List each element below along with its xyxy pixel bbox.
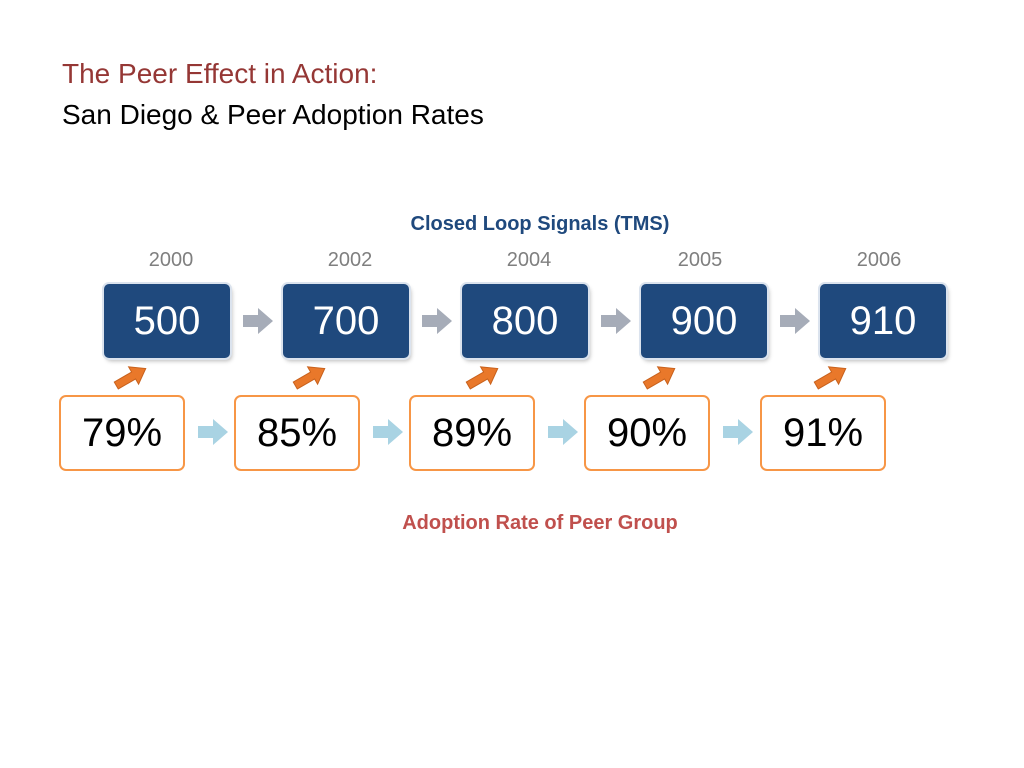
gray-right-arrow-icon xyxy=(780,308,810,334)
signal-count-box: 800 xyxy=(462,284,588,358)
adoption-rate-box: 89% xyxy=(409,395,535,471)
adoption-rate-box: 85% xyxy=(234,395,360,471)
peer-adoption-label: Adoption Rate of Peer Group xyxy=(402,512,678,534)
orange-diagonal-arrow-icon xyxy=(292,366,326,390)
signal-count-box: 900 xyxy=(641,284,767,358)
orange-diagonal-arrow-icon xyxy=(113,366,147,390)
signals-label: Closed Loop Signals (TMS) xyxy=(410,213,670,235)
title-line-1: The Peer Effect in Action: xyxy=(62,58,378,89)
blue-right-arrow-icon xyxy=(723,419,753,445)
year-label: 2006 xyxy=(856,249,902,271)
blue-right-arrow-icon xyxy=(198,419,228,445)
signal-count-box: 910 xyxy=(820,284,946,358)
orange-diagonal-arrow-icon xyxy=(642,366,676,390)
year-label: 2000 xyxy=(148,249,194,271)
title-line-2: San Diego & Peer Adoption Rates xyxy=(62,99,484,130)
gray-right-arrow-icon xyxy=(422,308,452,334)
adoption-rate-box: 79% xyxy=(59,395,185,471)
year-label: 2002 xyxy=(327,249,373,271)
orange-diagonal-arrow-icon xyxy=(813,366,847,390)
gray-right-arrow-icon xyxy=(243,308,273,334)
blue-right-arrow-icon xyxy=(373,419,403,445)
adoption-rate-box: 91% xyxy=(760,395,886,471)
signal-count-box: 700 xyxy=(283,284,409,358)
signal-count-box: 500 xyxy=(104,284,230,358)
orange-diagonal-arrow-icon xyxy=(465,366,499,390)
year-label: 2005 xyxy=(677,249,723,271)
year-label: 2004 xyxy=(506,249,552,271)
blue-right-arrow-icon xyxy=(548,419,578,445)
adoption-rate-box: 90% xyxy=(584,395,710,471)
gray-right-arrow-icon xyxy=(601,308,631,334)
